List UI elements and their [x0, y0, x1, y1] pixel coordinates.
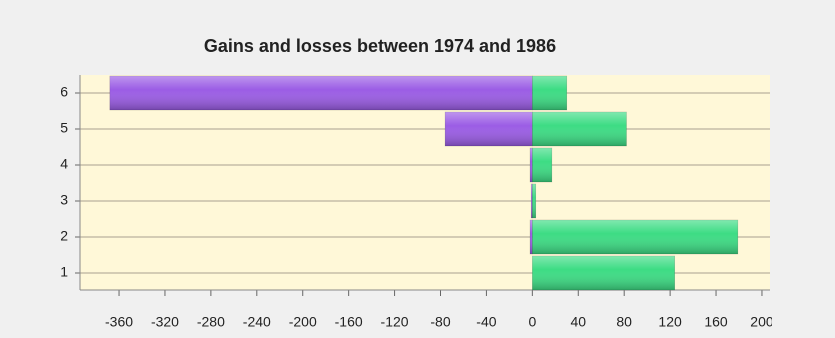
y-tick-label: 6: [60, 84, 68, 100]
bar: [109, 75, 533, 111]
x-axis-labels: -360 -320 -280 -240 -200 -160 -120 -80 -40 0 40 80 1…: [105, 314, 774, 330]
x-tick-label: -200: [289, 314, 317, 330]
x-tick-label: -240: [243, 314, 271, 330]
bar: [444, 111, 533, 147]
y-tick-label: 1: [60, 264, 68, 280]
x-tick-label: -120: [381, 314, 409, 330]
y-tick-label: 5: [60, 120, 68, 136]
bar: [532, 147, 553, 183]
x-tick-label: -40: [476, 314, 496, 330]
y-tick-label: 4: [60, 156, 68, 172]
bar: [532, 183, 537, 219]
x-tick-label: 40: [570, 314, 586, 330]
plot-area: [80, 75, 770, 290]
bar: [532, 111, 627, 147]
x-tick-label: 0: [528, 314, 536, 330]
x-tick-label: -320: [151, 314, 179, 330]
bar: [532, 75, 568, 111]
x-tick-label: -360: [105, 314, 133, 330]
y-tick-label: 3: [60, 192, 68, 208]
bar: [529, 219, 533, 255]
x-tick-label: -280: [197, 314, 225, 330]
chart-title: Gains and losses between 1974 and 1986: [204, 36, 556, 56]
x-tick-label: -160: [335, 314, 363, 330]
bar: [529, 147, 533, 183]
bar: [532, 255, 675, 291]
x-tick-label: 160: [704, 314, 728, 330]
y-tick-label: 2: [60, 228, 68, 244]
x-tick-label: -80: [430, 314, 450, 330]
x-tick-label: 120: [658, 314, 682, 330]
x-tick-label: 80: [616, 314, 632, 330]
bar: [532, 219, 739, 255]
x-tick-label: 200: [750, 314, 774, 330]
